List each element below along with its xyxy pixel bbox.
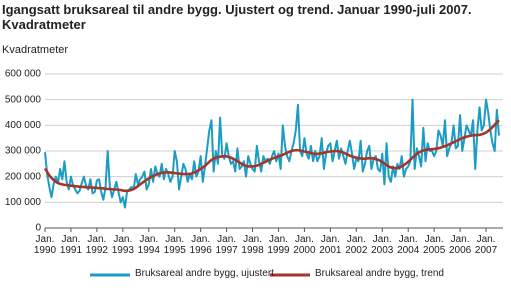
- x-tick-label: Jan. 1998: [241, 234, 264, 256]
- x-tick-label: Jan. 2004: [397, 234, 420, 256]
- x-tick-label: Jan. 2003: [371, 234, 394, 256]
- x-tick-label: Jan. 2006: [448, 234, 472, 256]
- x-tick-label: Jan. 2005: [423, 234, 446, 256]
- x-tick-label: Jan. 1999: [267, 234, 290, 256]
- x-tick-label: Jan. 1991: [59, 234, 83, 256]
- x-tick-label: Jan. 1995: [163, 234, 186, 256]
- x-tick-label: Jan. 2000: [293, 234, 316, 256]
- y-tick-label: 300 000: [5, 146, 42, 157]
- x-tick-label: Jan. 1993: [111, 234, 134, 256]
- x-tick-label: Jan. 1990: [33, 234, 57, 256]
- x-tick-label: Jan. 2001: [319, 234, 342, 256]
- y-tick-label: 100 000: [5, 197, 42, 208]
- series-line: [44, 98, 500, 209]
- y-tick-label: 0: [35, 223, 41, 234]
- legend-label: Bruksareal andre bygg, trend: [315, 268, 444, 279]
- y-axis-label: Kvadratmeter: [2, 44, 69, 56]
- x-tick-label: Jan. 1994: [137, 234, 160, 256]
- y-tick-label: 500 000: [5, 94, 42, 105]
- chart-title: Igangsatt bruksareal til andre bygg. Uju…: [2, 2, 472, 32]
- x-tick-label: Jan. 1992: [85, 234, 108, 256]
- x-tick-label: Jan. 2002: [345, 234, 368, 256]
- x-tick-label: Jan. 1996: [189, 234, 212, 256]
- legend-label: Bruksareal andre bygg, ujustert: [135, 268, 274, 279]
- x-tick-label: Jan. 1997: [215, 234, 238, 256]
- y-tick-label: 600 000: [5, 69, 42, 80]
- y-tick-label: 200 000: [5, 171, 42, 182]
- series-line: [43, 119, 500, 193]
- y-tick-label: 400 000: [5, 120, 42, 131]
- x-tick-label: Jan. 2007: [474, 234, 498, 256]
